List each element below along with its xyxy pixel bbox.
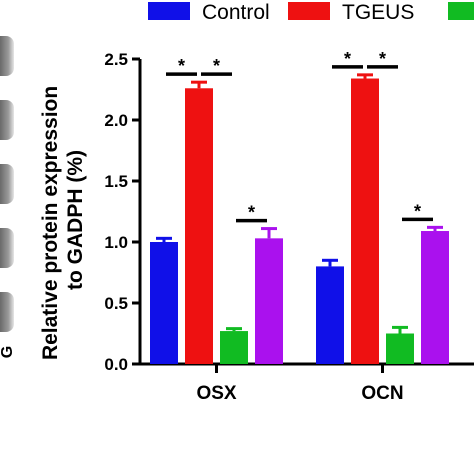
x-tick-label: OSX — [196, 383, 236, 404]
y-tick-label: 0.5 — [104, 294, 128, 313]
bar — [421, 231, 449, 364]
significance-star: * — [248, 203, 255, 223]
blot-band — [0, 100, 14, 140]
legend-label: Control — [202, 1, 270, 24]
bar — [351, 78, 379, 365]
y-tick-label: 0.0 — [104, 355, 128, 374]
blot-band — [0, 292, 14, 332]
y-tick-label: 2.5 — [104, 50, 128, 69]
left-edge-label: G — [0, 346, 16, 358]
y-tick-label: 1.0 — [104, 233, 128, 252]
bar — [220, 331, 248, 364]
axes: 0.0 0.5 1.0 1.5 2.0 2.5 OSX OCN — [104, 50, 474, 404]
y-axis-label: Relative protein expression to GADPH (%) — [39, 80, 87, 360]
significance-star: * — [379, 49, 386, 69]
bars — [150, 73, 449, 365]
blot-band — [0, 164, 14, 204]
legend: Control TGEUS — [148, 1, 474, 24]
significance-star: * — [344, 49, 351, 69]
legend-swatch — [448, 2, 474, 20]
y-tick-label: 1.5 — [104, 172, 128, 191]
bar — [150, 242, 178, 364]
y-axis-label-line1: Relative protein expression — [39, 86, 62, 360]
bar — [255, 238, 283, 364]
bar — [386, 333, 414, 364]
significance-star: * — [414, 201, 421, 221]
y-axis-label-line2: to GADPH (%) — [64, 150, 87, 290]
bar — [185, 88, 213, 364]
x-tick-label: OCN — [361, 383, 403, 404]
legend-swatch — [288, 2, 330, 20]
blot-band — [0, 36, 14, 76]
blot-band — [0, 228, 14, 268]
y-tick-label: 2.0 — [104, 111, 128, 130]
significance-markers: * * * * * * — [166, 49, 433, 223]
significance-star: * — [213, 56, 220, 76]
bar — [316, 266, 344, 364]
legend-swatch — [148, 2, 190, 20]
legend-label: TGEUS — [342, 1, 414, 24]
significance-star: * — [178, 56, 185, 76]
